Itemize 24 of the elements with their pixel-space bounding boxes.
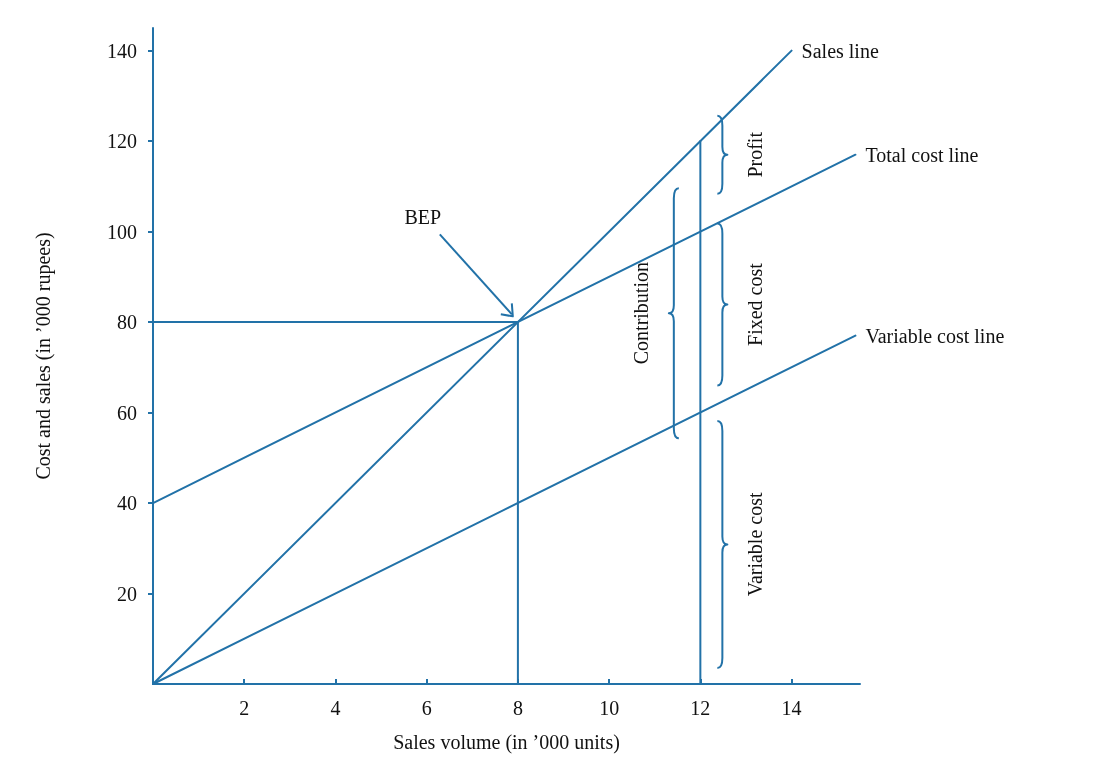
annotation: Profit <box>744 131 767 178</box>
x-tick-label: 6 <box>421 697 432 719</box>
x-tick-label: 4 <box>330 697 341 719</box>
y-tick-label: 140 <box>107 39 137 62</box>
annotation: Contribution <box>629 262 652 365</box>
x-tick-label: 10 <box>599 697 620 719</box>
x-tick-label: 2 <box>239 697 250 719</box>
series-label: Total cost line <box>865 143 979 166</box>
annotation: Fixed cost <box>744 262 767 346</box>
y-axis-title: Cost and sales (in ’000 rupees) <box>32 232 55 480</box>
x-tick-label: 8 <box>512 697 523 719</box>
y-tick-label: 40 <box>117 492 137 515</box>
annotation: Variable cost <box>744 492 767 597</box>
y-tick-label: 100 <box>107 220 137 243</box>
x-tick-label: 14 <box>781 697 802 719</box>
x-axis-title: Sales volume (in ’000 units) <box>393 731 620 754</box>
series-label: Variable cost line <box>865 324 1005 347</box>
y-tick-label: 60 <box>117 401 137 424</box>
series-label: Sales line <box>801 39 879 62</box>
x-tick-label: 12 <box>690 697 711 719</box>
annotation: BEP <box>404 206 442 229</box>
y-tick-label: 120 <box>107 130 137 153</box>
y-tick-label: 20 <box>117 582 137 605</box>
y-tick-label: 80 <box>117 311 137 334</box>
